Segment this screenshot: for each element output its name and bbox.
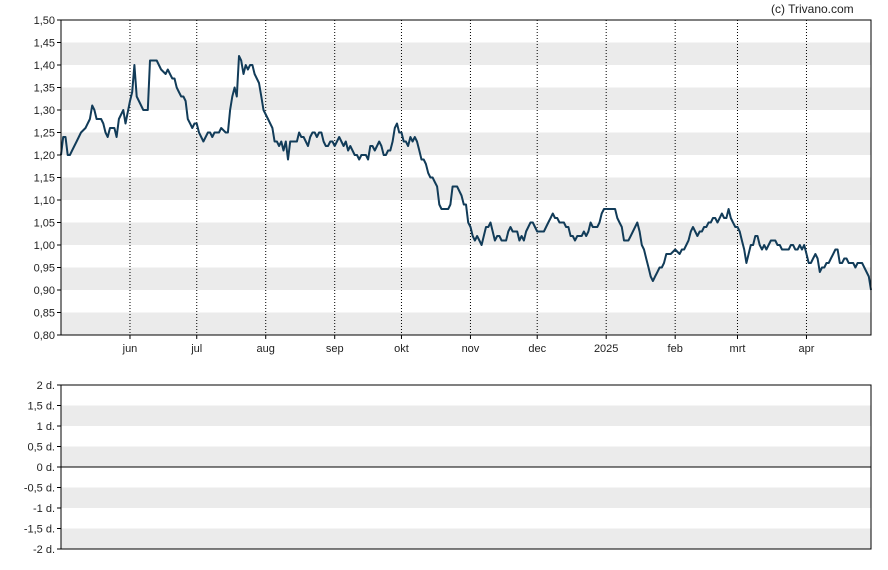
main-band — [61, 312, 871, 335]
sub-band — [61, 446, 871, 467]
price-line — [60, 55, 872, 291]
y-tick-label: 1,50 — [34, 15, 55, 27]
y-tick-label: 1,05 — [34, 218, 55, 230]
main-band — [61, 42, 871, 65]
x-tick-label: feb — [668, 343, 683, 355]
main-band — [61, 87, 871, 110]
sub-band — [61, 405, 871, 426]
y-tick-label: 1,35 — [34, 83, 55, 95]
y-tick-label: 1,00 — [34, 240, 55, 252]
x-tick-label: okt — [394, 343, 409, 355]
sub-chart-y-axis: 2 d. 1,5 d. 1 d. 0,5 d. 0 d. -0,5 d. -1 d. -1,5… — [24, 380, 61, 556]
y-tick-label: 1,20 — [34, 150, 55, 162]
x-tick-label: dec — [528, 343, 546, 355]
sub-y-tick-label: -1,5 d. — [24, 524, 55, 536]
main-chart-x-axis: jun jul aug sep okt nov dec 2025 feb mrt apr — [122, 335, 815, 355]
x-tick-label: sep — [326, 343, 344, 355]
sub-y-tick-label: -0,5 d. — [24, 483, 55, 495]
main-band — [61, 267, 871, 290]
y-tick-label: 0,80 — [34, 330, 55, 342]
y-tick-label: 1,15 — [34, 173, 55, 185]
x-tick-label: apr — [799, 343, 815, 355]
sub-y-tick-label: 0,5 d. — [27, 442, 55, 454]
y-tick-label: 1,40 — [34, 60, 55, 72]
main-band — [61, 132, 871, 155]
copyright-credit: (c) Trivano.com — [771, 2, 854, 16]
y-tick-label: 1,30 — [34, 105, 55, 117]
x-tick-label: nov — [462, 343, 480, 355]
x-tick-label: aug — [257, 343, 275, 355]
x-tick-label: mrt — [730, 343, 746, 355]
main-chart-bands — [61, 42, 871, 335]
y-tick-label: 1,45 — [34, 38, 55, 50]
main-band — [61, 222, 871, 245]
sub-band — [61, 528, 871, 549]
y-tick-label: 0,90 — [34, 285, 55, 297]
x-tick-label: jul — [190, 343, 202, 355]
y-tick-label: 0,95 — [34, 263, 55, 275]
x-tick-label: 2025 — [594, 343, 618, 355]
main-chart-y-axis: 1,50 1,45 1,40 1,35 1,30 1,25 1,20 1,15 1,10 1,05… — [34, 15, 61, 342]
sub-y-tick-label: -2 d. — [33, 544, 55, 556]
sub-y-tick-label: 1,5 d. — [27, 401, 55, 413]
sub-y-tick-label: 2 d. — [37, 380, 55, 392]
x-tick-label: jun — [122, 343, 138, 355]
main-band — [61, 177, 871, 200]
sub-band — [61, 487, 871, 508]
sub-y-tick-label: 0 d. — [37, 462, 55, 474]
y-tick-label: 1,25 — [34, 128, 55, 140]
sub-y-tick-label: 1 d. — [37, 421, 55, 433]
y-tick-label: 1,10 — [34, 195, 55, 207]
sub-y-tick-label: -1 d. — [33, 503, 55, 515]
y-tick-label: 0,85 — [34, 308, 55, 320]
main-chart-series — [60, 55, 872, 291]
sub-chart-bands — [61, 405, 871, 549]
